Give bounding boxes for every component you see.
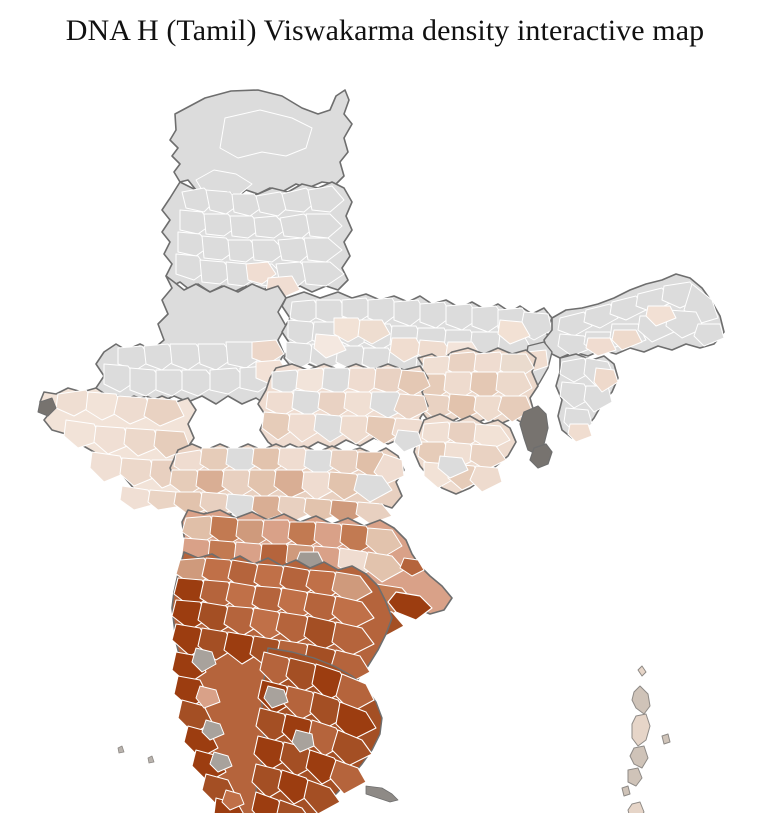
region-north-plains[interactable]	[161, 181, 353, 299]
coastal-district-patch	[399, 557, 425, 577]
region-north-east[interactable]	[521, 273, 725, 443]
region-jammu-kashmir-ladakh[interactable]	[169, 89, 353, 199]
region-south-peninsula[interactable]	[171, 551, 399, 813]
region-andaman-nicobar-islands[interactable]	[621, 665, 671, 813]
region-maharashtra[interactable]	[169, 443, 405, 555]
page-title: DNA H (Tamil) Viswakarma density interac…	[65, 14, 705, 47]
india-choropleth-map[interactable]	[0, 52, 770, 813]
region-rajasthan-gujarat[interactable]	[37, 275, 289, 511]
region-central[interactable]	[257, 363, 517, 495]
region-lakshadweep[interactable]	[117, 745, 155, 764]
map-svg[interactable]	[0, 52, 770, 813]
region-east[interactable]	[417, 347, 553, 469]
